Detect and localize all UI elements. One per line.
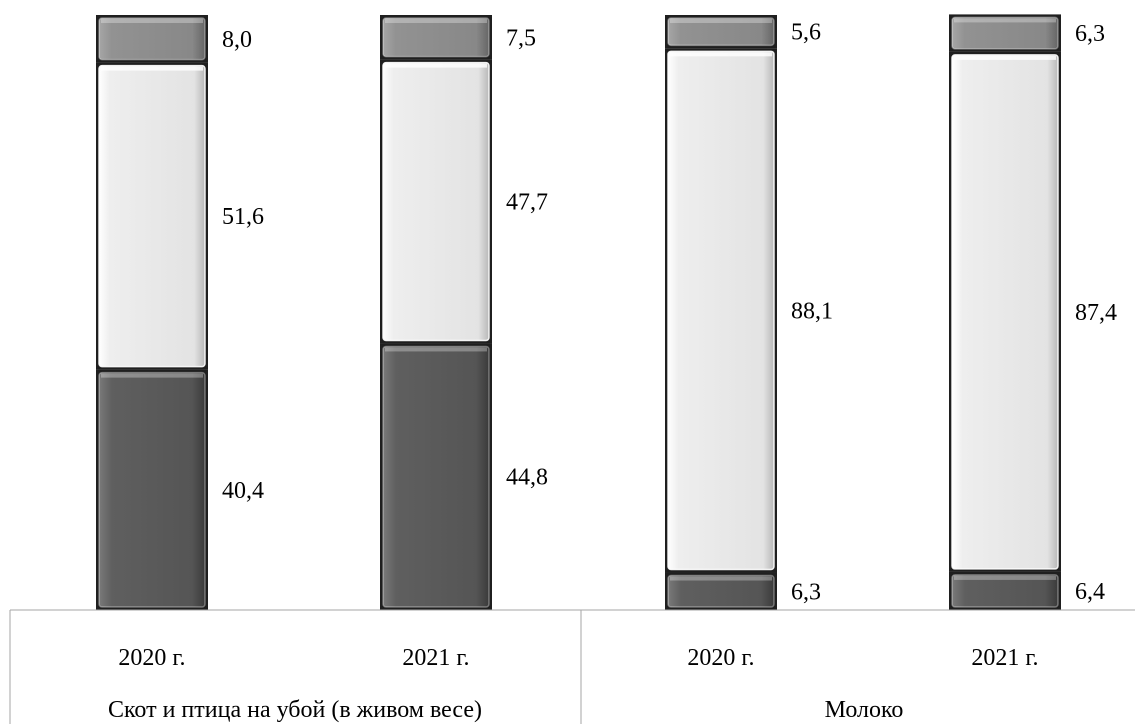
segment-light: [951, 54, 1059, 570]
bars-layer: [96, 14, 1061, 610]
segment-mid: [382, 17, 490, 58]
bar-segment-mid-3: [665, 15, 777, 49]
bar-segment-light-1: [96, 62, 208, 370]
segment-highlight: [101, 66, 203, 71]
segment-dark: [951, 574, 1059, 608]
data-label: 47,7: [506, 190, 548, 216]
data-label: 8,0: [222, 27, 252, 53]
value-labels-layer: 40,4 51,6 8,0 44,8 47,7 7,5 6,3 88,1 5,6 6,4 87,4 6…: [222, 20, 1117, 606]
segment-highlight: [101, 19, 203, 23]
segment-light: [667, 50, 775, 571]
data-label: 5,6: [791, 20, 821, 46]
segment-highlight: [954, 18, 1056, 23]
group-label: Молоко: [825, 697, 904, 723]
data-label: 88,1: [791, 298, 833, 324]
segment-highlight: [670, 19, 772, 23]
data-label: 44,8: [506, 465, 548, 491]
segment-highlight: [385, 347, 487, 352]
bar-segment-mid-4: [949, 14, 1061, 52]
bar-segment-light-4: [949, 51, 1061, 572]
segment-highlight: [670, 576, 772, 581]
segment-dark: [382, 345, 490, 608]
bar-segment-mid-2: [380, 15, 492, 60]
bar-segment-dark-4: [949, 571, 1061, 610]
segment-light: [98, 64, 206, 368]
data-label: 6,3: [791, 579, 821, 605]
data-label: 6,3: [1075, 21, 1105, 47]
category-tick-label: 2021 г.: [402, 645, 469, 671]
bar-segment-light-2: [380, 59, 492, 344]
bar-segment-light-3: [665, 48, 777, 573]
category-tick-label: 2020 г.: [687, 645, 754, 671]
category-tick-label: 2020 г.: [118, 645, 185, 671]
segment-mid: [667, 17, 775, 47]
segment-highlight: [385, 19, 487, 23]
segment-highlight: [954, 575, 1056, 580]
group-label: Скот и птица на убой (в живом весе): [108, 697, 482, 723]
data-label: 6,4: [1075, 579, 1105, 605]
segment-highlight: [954, 55, 1056, 60]
data-label: 7,5: [506, 25, 536, 51]
segment-highlight: [101, 373, 203, 378]
segment-dark: [98, 371, 206, 608]
segment-mid: [951, 16, 1059, 50]
segment-dark: [667, 574, 775, 608]
segment-mid: [98, 17, 206, 61]
bar-segment-mid-1: [96, 15, 208, 63]
bar-segment-dark-1: [96, 369, 208, 610]
segment-highlight: [670, 52, 772, 57]
data-label: 40,4: [222, 478, 264, 504]
bar-segment-dark-2: [380, 343, 492, 610]
segment-light: [382, 61, 490, 342]
category-tick-label: 2021 г.: [971, 645, 1038, 671]
data-label: 51,6: [222, 204, 264, 230]
bar-segment-dark-3: [665, 572, 777, 610]
category-axis-table: 2020 г. 2021 г. 2020 г. 2021 г. Скот и птица…: [9, 609, 1135, 724]
segment-highlight: [385, 63, 487, 68]
data-label: 87,4: [1075, 300, 1117, 326]
